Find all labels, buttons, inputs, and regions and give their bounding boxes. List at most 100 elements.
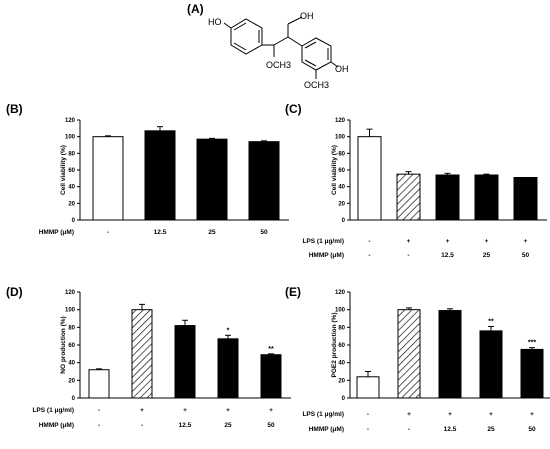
y-tick-label: 120: [335, 290, 346, 296]
bar: [144, 130, 176, 221]
treatment-row-label: LPS (1 μg/ml): [302, 411, 344, 418]
structure-group-och3-left: OCH3: [266, 60, 291, 70]
bar: [438, 310, 462, 399]
treatment-value: -: [141, 422, 143, 429]
treatment-value: 12.5: [179, 422, 192, 429]
treatment-value: -: [98, 422, 100, 429]
treatment-row-label: HMMP (μM): [309, 426, 344, 433]
treatment-value: +: [183, 407, 187, 414]
y-tick-label: 120: [335, 118, 346, 124]
y-tick-label: 0: [72, 396, 76, 402]
bar: [92, 136, 124, 221]
bar: [131, 309, 153, 399]
structure-panel: (A) HO OH OCH3 OCH3 OH: [187, 2, 349, 90]
y-tick-label: 20: [338, 378, 345, 384]
treatment-row-label: HMMP (μM): [39, 422, 74, 429]
y-axis-label: Cell viability (%): [60, 145, 67, 195]
y-axis-label: NO production (%): [60, 316, 67, 373]
treatment-value: +: [140, 407, 144, 414]
bar: [397, 309, 421, 399]
bar: [513, 177, 538, 221]
treatment-value: 25: [224, 422, 232, 429]
treatment-value: -: [107, 229, 109, 236]
panel-C: (C) 0 20 40 60 80 100 120 Cell viability (%) LPS …: [285, 102, 547, 259]
treatment-value: 50: [260, 229, 268, 236]
y-tick-label: 40: [68, 185, 75, 191]
panel-label: (E): [285, 285, 301, 299]
bar: [248, 141, 280, 221]
structure-group-ho: HO: [208, 17, 222, 27]
bar: [196, 138, 228, 221]
significance-mark: ***: [528, 340, 536, 347]
panel-B: (B) 0 20 40 60 80 100 120 Cell viability (%) HMMP…: [6, 102, 289, 236]
y-tick-label: 120: [65, 290, 76, 296]
bar: [174, 325, 196, 399]
treatment-value: +: [530, 411, 534, 418]
y-axis-label: PGE2 production (%): [331, 313, 338, 378]
treatment-value: +: [524, 238, 528, 245]
structure-panel-label: (A): [187, 2, 204, 16]
treatment-value: +: [446, 238, 450, 245]
y-tick-label: 60: [68, 343, 75, 349]
treatment-value: -: [367, 411, 369, 418]
panel-label: (B): [6, 102, 23, 116]
y-tick-label: 20: [68, 378, 75, 384]
bar: [356, 376, 380, 399]
y-tick-label: 80: [68, 151, 75, 157]
treatment-value: 25: [208, 229, 216, 236]
bar: [260, 354, 282, 399]
treatment-row-label: HMMP (μM): [309, 252, 344, 259]
treatment-value: 12.5: [154, 229, 167, 236]
structure-group-oh-top: OH: [300, 11, 314, 21]
treatment-value: 50: [522, 252, 530, 259]
y-tick-label: 40: [338, 361, 345, 367]
panel-label: (C): [285, 102, 302, 116]
treatment-row-label: HMMP (μM): [39, 229, 74, 236]
treatment-row-label: LPS (1 μg/ml): [32, 407, 74, 414]
treatment-value: 25: [487, 426, 495, 433]
treatment-value: +: [448, 411, 452, 418]
treatment-value: 12.5: [444, 426, 457, 433]
y-tick-label: 0: [72, 218, 76, 224]
y-tick-label: 80: [68, 325, 75, 331]
treatment-value: +: [269, 407, 273, 414]
structure-group-oh-right: OH: [335, 64, 349, 74]
bar: [357, 136, 382, 221]
y-tick-label: 100: [335, 308, 346, 314]
bar: [474, 174, 499, 221]
y-tick-label: 80: [338, 325, 345, 331]
structure-group-och3-bottom: OCH3: [304, 80, 329, 90]
y-tick-label: 20: [338, 201, 345, 207]
bar: [396, 173, 421, 221]
bar: [520, 348, 544, 399]
significance-mark: *: [227, 327, 230, 334]
y-tick-label: 0: [342, 218, 346, 224]
treatment-value: 50: [528, 426, 536, 433]
y-axis-label: Cell viability (%): [331, 145, 338, 195]
y-tick-label: 0: [342, 396, 346, 402]
treatment-value: +: [485, 238, 489, 245]
bar: [479, 330, 503, 399]
treatment-value: +: [489, 411, 493, 418]
bar: [435, 174, 460, 221]
treatment-value: 25: [483, 252, 491, 259]
significance-mark: **: [488, 318, 494, 325]
treatment-value: -: [408, 426, 410, 433]
treatment-value: 50: [267, 422, 275, 429]
y-tick-label: 100: [65, 308, 76, 314]
bar: [88, 369, 110, 399]
y-tick-label: 120: [65, 118, 76, 124]
y-tick-label: 40: [338, 185, 345, 191]
treatment-value: +: [226, 407, 230, 414]
y-tick-label: 60: [338, 168, 345, 174]
y-tick-label: 80: [338, 151, 345, 157]
treatment-value: -: [368, 252, 370, 259]
treatment-value: -: [367, 426, 369, 433]
treatment-row-label: LPS (1 μg/ml): [302, 238, 344, 245]
y-tick-label: 60: [338, 343, 345, 349]
y-tick-label: 20: [68, 201, 75, 207]
treatment-value: -: [98, 407, 100, 414]
